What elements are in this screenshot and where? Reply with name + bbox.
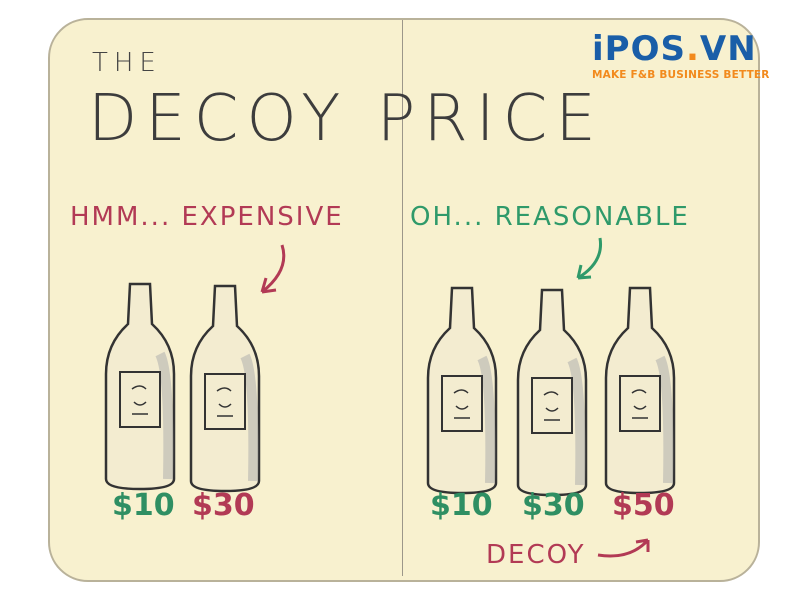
bottle-30-left xyxy=(191,286,259,491)
decoy-label: DECOY xyxy=(486,540,586,570)
logo-wordmark: iPOS.VN xyxy=(592,29,757,69)
right-arrow-icon xyxy=(576,237,603,280)
ipos-logo: iPOS.VN MAKE F&B BUSINESS BETTER xyxy=(592,32,770,81)
panel-divider xyxy=(402,20,403,576)
logo-tagline: MAKE F&B BUSINESS BETTER xyxy=(592,69,770,81)
bottle-50-decoy xyxy=(606,288,674,493)
right-price-30: $30 xyxy=(522,488,585,523)
left-arrow-icon xyxy=(260,244,286,294)
left-price-30: $30 xyxy=(192,488,255,523)
right-price-10: $10 xyxy=(430,488,493,523)
bottle-10-right xyxy=(428,288,496,493)
bottle-10-left xyxy=(106,284,174,489)
left-price-10: $10 xyxy=(112,488,175,523)
left-caption: HMM... EXPENSIVE xyxy=(70,202,344,232)
title-line2: DECOY PRICE xyxy=(88,82,604,156)
decoy-arrow-icon xyxy=(597,538,650,558)
title-line1: THE xyxy=(92,48,162,78)
right-price-50: $50 xyxy=(612,488,675,523)
right-caption: OH... REASONABLE xyxy=(410,202,690,232)
bottle-30-right xyxy=(518,290,586,495)
